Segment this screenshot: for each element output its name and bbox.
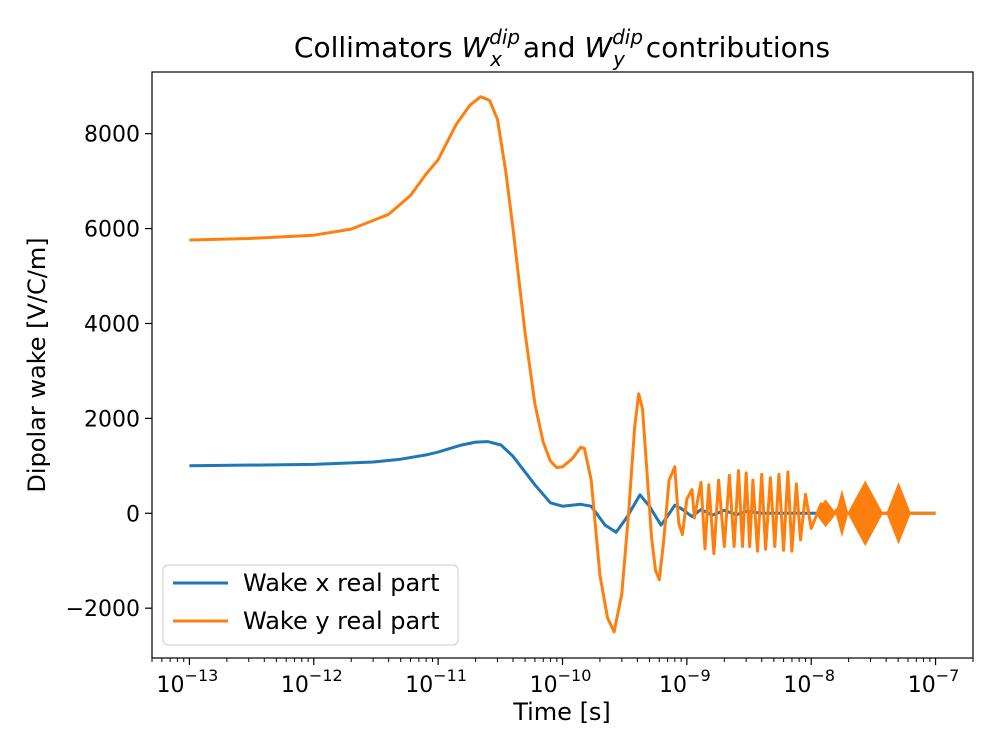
ticks-layer: 10−13 10−12 10−11 10−10 10−9 10−8 10−7 −2000 0 20…	[66, 123, 974, 698]
x-tick-label: 10−10	[530, 666, 592, 698]
series-layer	[189, 95, 936, 634]
legend-label-wake-x: Wake x real part	[243, 569, 440, 597]
x-tick-label: 10−8	[783, 666, 835, 698]
x-tick-label: 10−9	[659, 666, 711, 698]
x-tick-label: 10−7	[908, 666, 960, 698]
y-tick-label: 2000	[84, 407, 140, 432]
y-axis-label: Dipolar wake [V/C/m]	[23, 237, 51, 492]
legend: Wake x real part Wake y real part	[162, 564, 459, 646]
x-tick-label: 10−11	[405, 666, 467, 698]
legend-box	[162, 564, 459, 646]
series-line-wake-y	[189, 95, 936, 634]
y-tick-label: 6000	[84, 218, 140, 243]
chart-title: Collimators Wdip x and Wdip y contribution…	[294, 25, 830, 71]
x-tick-label: 10−13	[157, 666, 219, 698]
y-tick-label: 4000	[84, 312, 140, 337]
legend-label-wake-y: Wake y real part	[243, 607, 440, 635]
x-axis-label: Time [s]	[512, 698, 611, 726]
y-tick-label: 8000	[84, 123, 140, 148]
y-tick-label: 0	[126, 502, 140, 527]
y-tick-label: −2000	[66, 597, 140, 622]
x-tick-label: 10−12	[281, 666, 343, 698]
